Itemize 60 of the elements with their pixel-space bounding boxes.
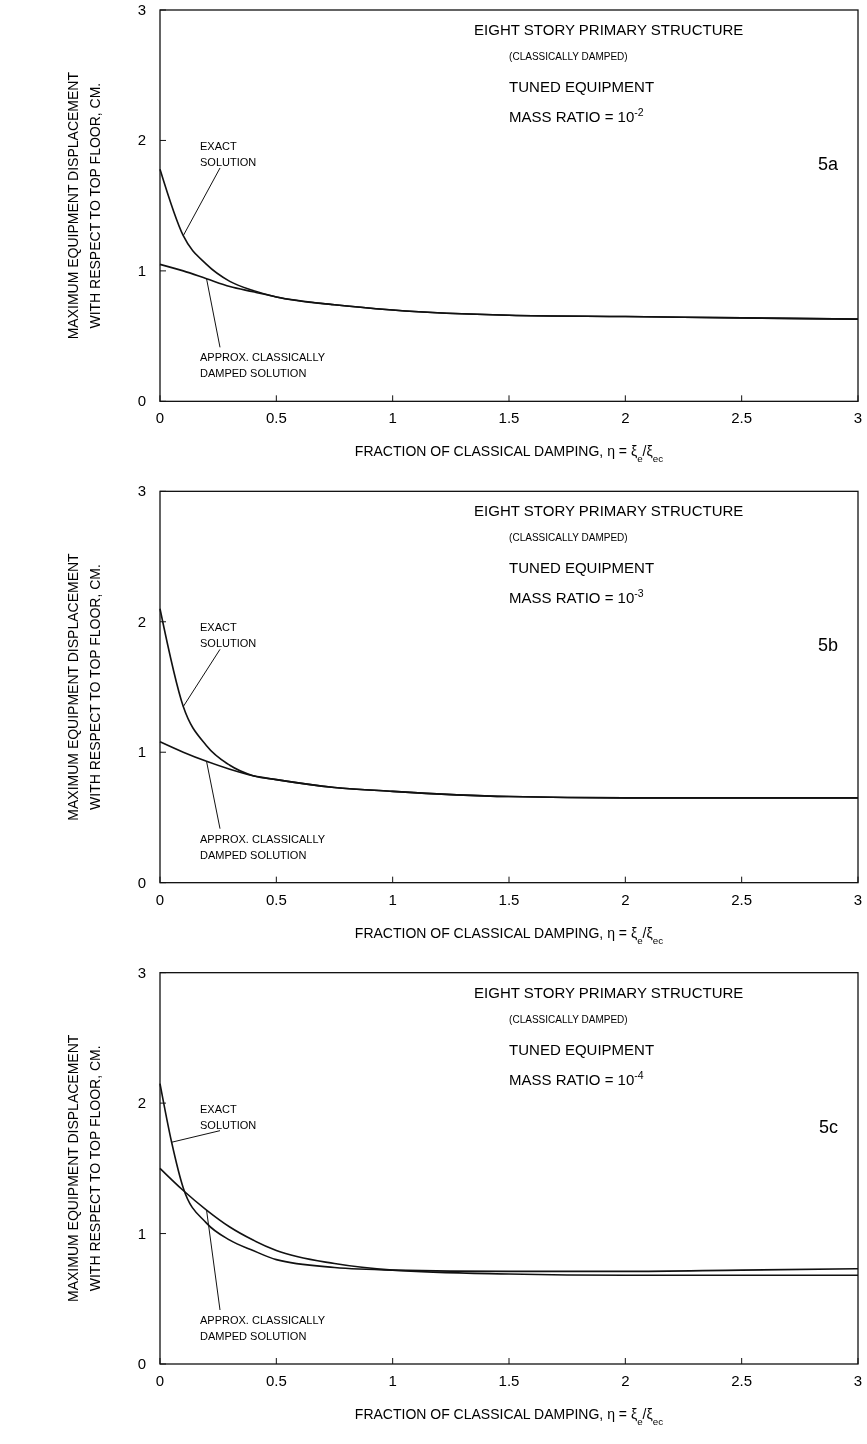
annotation: MASS RATIO = 10$^{-4}$ <box>509 1068 644 1088</box>
y-tick-label: 2 <box>137 1094 146 1112</box>
y-axis-title: MAXIMUM EQUIPMENT DISPLACEMENT WITH RESPECT TO TOP FLOOR, CM. <box>65 552 103 821</box>
x-tick-label: 1.5 <box>498 409 520 427</box>
x-tick-label: 2.5 <box>731 409 753 427</box>
y-axis-title: MAXIMUM EQUIPMENT DISPLACEMENT WITH RESPECT TO TOP FLOOR, CM. <box>65 71 103 340</box>
text: APPROX. CLASSICALLY DAMPED SOLUTION <box>200 351 326 380</box>
text: APPROX. CLASSICALLY DAMPED SOLUTION <box>200 832 326 861</box>
x-tick-label: 2 <box>621 409 630 427</box>
x-axis-title: FRACTION OF CLASSICAL DAMPING, η = ξ$_{e}$/ξ$_{ec}$ <box>354 924 664 946</box>
x-tick-label: 0.5 <box>265 890 287 908</box>
y-tick-label: 2 <box>137 612 146 630</box>
x-tick-label: 2.5 <box>731 1372 753 1389</box>
annotation: EIGHT STORY PRIMARY STRUCTURE <box>474 983 744 1001</box>
x-tick-label: 3 <box>853 409 863 427</box>
annotation: TUNED EQUIPMENT <box>509 559 655 577</box>
y-tick-label: 1 <box>137 743 146 761</box>
y-tick-label: 0 <box>137 1355 146 1372</box>
text: EXACT SOLUTION <box>200 1102 257 1131</box>
annotation: 5a <box>817 154 839 174</box>
annotation: (CLASSICALLY DAMPED) <box>509 51 628 62</box>
y-tick-label: 2 <box>137 131 146 149</box>
text: APPROX. CLASSICALLY DAMPED SOLUTION <box>200 1314 326 1342</box>
y-tick-label: 3 <box>137 963 146 981</box>
x-tick-label: 1.5 <box>498 890 520 908</box>
annotation: (CLASSICALLY DAMPED) <box>509 532 628 544</box>
x-tick-label: 0.5 <box>265 1372 287 1389</box>
x-tick-label: 0.5 <box>265 409 287 427</box>
text: EXACT SOLUTION <box>200 621 257 650</box>
x-tick-label: 2 <box>621 1372 630 1389</box>
annotation: TUNED EQUIPMENT <box>509 78 655 95</box>
annotation: MASS RATIO = 10$^{-2}$ <box>509 106 644 125</box>
annotation: EIGHT STORY PRIMARY STRUCTURE <box>474 502 744 520</box>
x-tick-label: 1 <box>388 1372 397 1389</box>
x-tick-label: 2.5 <box>731 890 753 908</box>
x-axis-title: FRACTION OF CLASSICAL DAMPING, η = ξ$_{e}$/ξ$_{ec}$ <box>354 1406 664 1427</box>
y-tick-label: 1 <box>137 261 146 279</box>
x-tick-label: 0 <box>155 890 165 908</box>
annotation: EIGHT STORY PRIMARY STRUCTURE <box>474 21 744 38</box>
annotation: MASS RATIO = 10$^{-3}$ <box>509 587 644 607</box>
x-tick-label: 3 <box>853 1372 863 1389</box>
x-tick-label: 1 <box>388 890 397 908</box>
annotation: (CLASSICALLY DAMPED) <box>509 1013 628 1025</box>
y-tick-label: 3 <box>137 482 146 500</box>
x-tick-label: 2 <box>621 890 630 908</box>
y-tick-label: 0 <box>137 873 146 891</box>
y-axis-title: MAXIMUM EQUIPMENT DISPLACEMENT WITH RESPECT TO TOP FLOOR, CM. <box>65 1034 103 1302</box>
text: EXACT SOLUTION <box>200 140 257 168</box>
x-tick-label: 0 <box>155 409 165 427</box>
x-tick-label: 3 <box>853 890 863 908</box>
x-tick-label: 1.5 <box>498 1372 520 1389</box>
x-tick-label: 0 <box>155 1372 165 1389</box>
x-axis-title: FRACTION OF CLASSICAL DAMPING, η = ξ$_{e}$/ξ$_{ec}$ <box>354 443 664 464</box>
x-tick-label: 1 <box>388 409 397 427</box>
annotation: 5c <box>818 1116 838 1137</box>
annotation: 5b <box>817 635 838 656</box>
annotation: TUNED EQUIPMENT <box>509 1040 655 1058</box>
y-tick-label: 0 <box>137 392 146 410</box>
y-tick-label: 1 <box>137 1224 146 1242</box>
y-tick-label: 3 <box>137 1 146 18</box>
